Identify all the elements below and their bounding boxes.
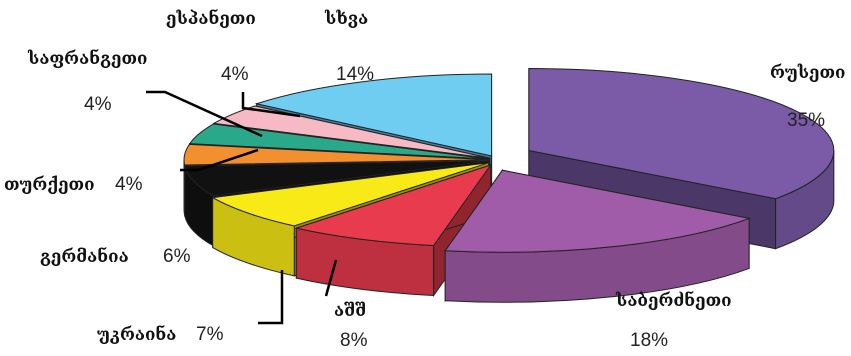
label-name-turkey: თურქეთი — [4, 175, 95, 195]
label-value-russia: 35% — [787, 110, 825, 131]
label-name-france: საფრანგეთი — [27, 48, 147, 69]
slice-top-germany — [184, 160, 490, 197]
label-value-usa: 8% — [340, 330, 368, 351]
label-value-turkey: 4% — [115, 174, 143, 195]
leaders-layer — [146, 90, 338, 325]
leader-line-ukraine — [258, 270, 284, 325]
label-name-germany: გერმანია — [40, 246, 129, 267]
slice-top-turkey — [183, 143, 490, 166]
label-value-spain: 4% — [221, 64, 249, 85]
slices-layer — [183, 68, 835, 303]
label-name-usa: აშშ — [334, 301, 366, 321]
label-value-ukraine: 7% — [196, 324, 224, 345]
slice-top-russia — [528, 68, 835, 200]
label-name-other: სხვა — [324, 9, 368, 29]
slice-top-ukraine — [211, 162, 489, 227]
slice-top-france — [188, 123, 490, 160]
label-value-greece: 18% — [630, 330, 668, 351]
slice-top-greece — [444, 169, 751, 253]
label-value-other: 14% — [336, 64, 374, 85]
slice-top-spain — [212, 105, 491, 159]
label-name-spain: ესპანეთი — [166, 8, 256, 29]
leader-line-turkey — [180, 148, 259, 172]
slice-top-other — [254, 73, 493, 157]
slice-top-usa — [294, 164, 493, 247]
label-value-france: 4% — [84, 94, 112, 115]
label-value-germany: 6% — [163, 246, 191, 267]
label-name-ukraine: უკრაინა — [97, 324, 176, 345]
leader-line-france — [146, 90, 263, 138]
slice-greece — [444, 168, 751, 303]
label-name-greece: საბერძნეთი — [615, 290, 732, 311]
label-name-russia: რუსეთი — [770, 63, 845, 83]
leader-line-usa — [324, 259, 338, 297]
leader-line-spain — [241, 92, 301, 118]
